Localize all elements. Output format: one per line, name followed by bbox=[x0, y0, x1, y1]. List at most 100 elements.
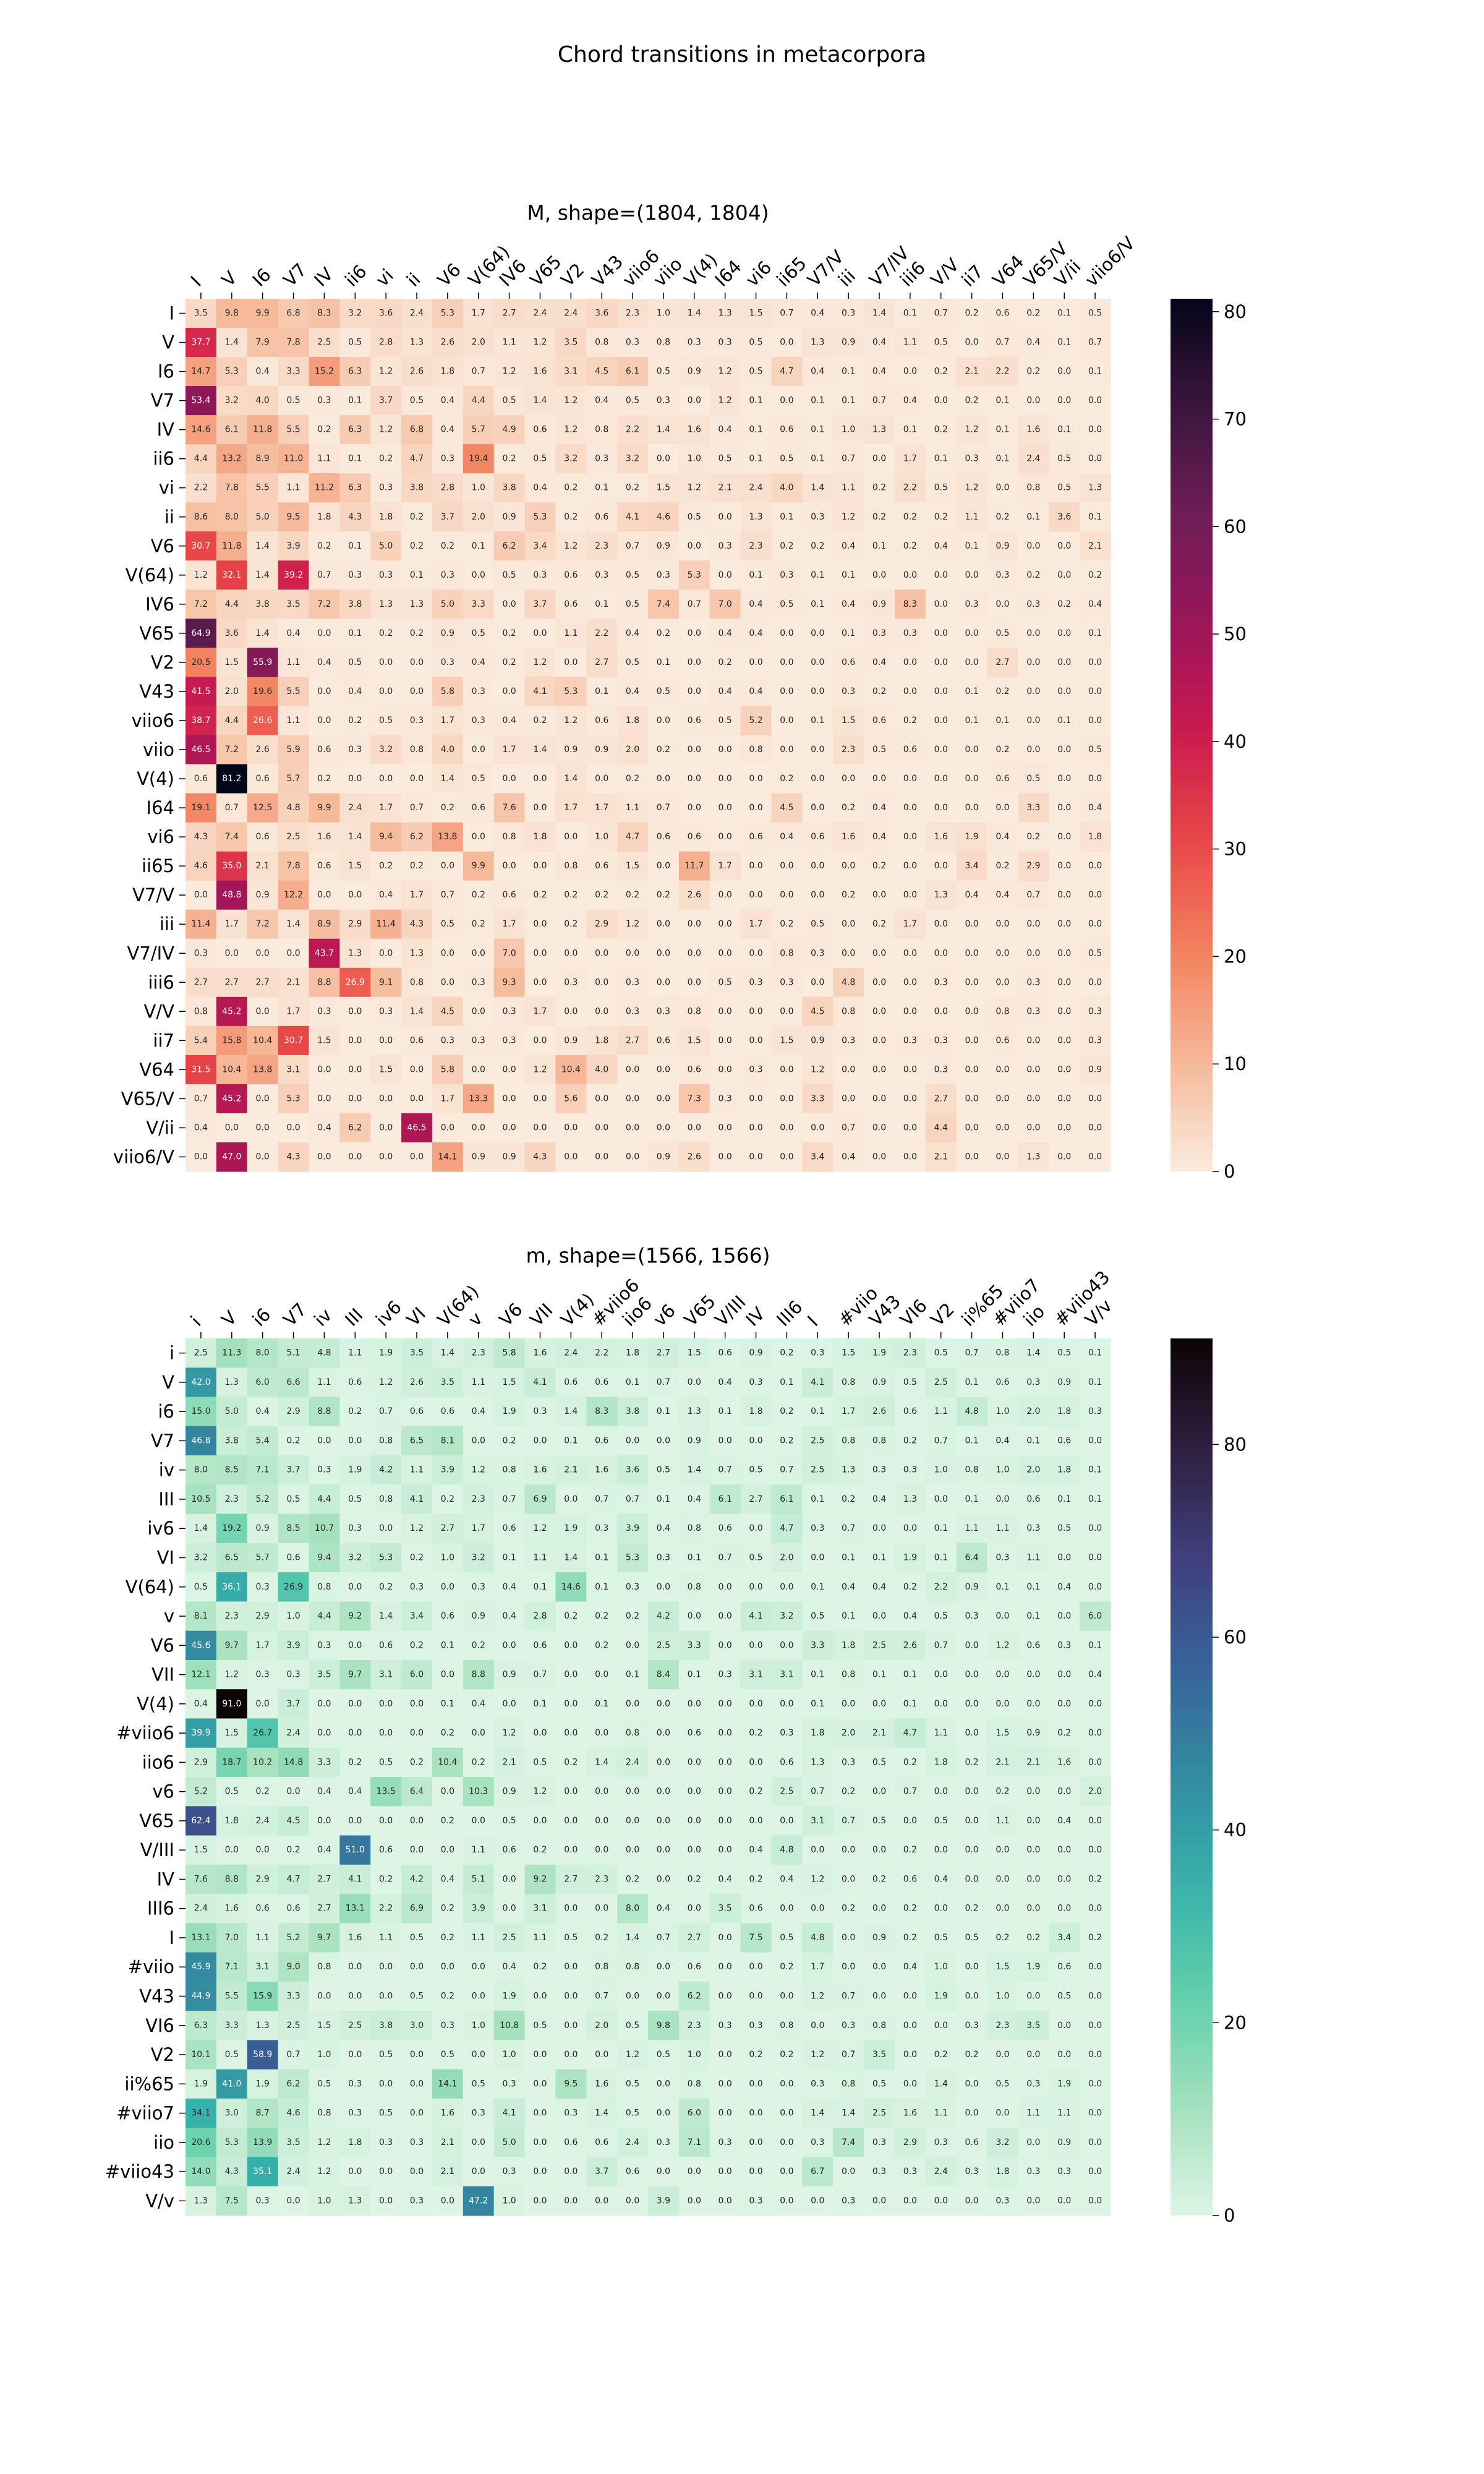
panel1-cell-label: 1.7 bbox=[472, 309, 485, 319]
panel2-cell-label: 0.0 bbox=[564, 1670, 578, 1680]
panel1-cell-vi-to-iii bbox=[833, 473, 864, 503]
panel1-cell-vi-to-V64 bbox=[987, 473, 1018, 503]
panel1-cell-label: 4.3 bbox=[286, 1152, 300, 1162]
panel2-cell-label: 0.8 bbox=[842, 2079, 855, 2089]
panel1-cell-IV6-to-iii6 bbox=[894, 589, 926, 619]
panel2-cell-label: 2.3 bbox=[225, 1494, 239, 1504]
panel2-cell-label: 3.1 bbox=[749, 1670, 762, 1680]
panel1-cell-label: 0.3 bbox=[317, 1006, 331, 1016]
panel1-cell-label: 1.3 bbox=[410, 948, 424, 958]
panel1-cell-IV-to-ii7 bbox=[956, 415, 988, 445]
panel2-ytick-label: #viio6 bbox=[116, 1723, 174, 1744]
panel2-cell-label: 0.0 bbox=[626, 1699, 639, 1709]
panel2-cell-label: 6.4 bbox=[410, 1787, 424, 1797]
panel1-cell-V65-to-V43 bbox=[586, 618, 618, 648]
panel1-ytick-label: V65 bbox=[139, 623, 174, 644]
panel1-cell-label: 5.3 bbox=[441, 309, 454, 319]
panel1-cell-label: 4.5 bbox=[780, 803, 793, 813]
panel1-cell-label: 0.0 bbox=[934, 687, 948, 696]
panel2-cell-label: 10.1 bbox=[191, 2050, 210, 2060]
panel2-cell-label: 0.3 bbox=[1088, 1406, 1102, 1416]
panel1-cell-label: 7.4 bbox=[225, 832, 239, 842]
panel1-cell-V43-to-V7/V bbox=[802, 677, 834, 707]
panel1-cell-label: 0.0 bbox=[965, 1035, 978, 1045]
panel2-cell-label: 0.4 bbox=[317, 1787, 331, 1797]
panel1-cell-label: 0.0 bbox=[749, 861, 762, 871]
panel1-cell-V6-to-iii6 bbox=[894, 531, 926, 561]
panel2-cell-label: 0.0 bbox=[348, 1962, 362, 1972]
panel1-cell-V-to-V/ii bbox=[1049, 328, 1080, 357]
panel2-cell-label: 0.0 bbox=[1057, 1611, 1071, 1621]
panel2-cell-label: 0.0 bbox=[379, 1728, 393, 1738]
panel1-cell-IV6-to-V43 bbox=[586, 589, 618, 619]
panel1-cell-V6-to-vi bbox=[370, 531, 402, 561]
panel1-cell-label: 4.6 bbox=[657, 512, 670, 522]
panel2-cell-label: 0.4 bbox=[1057, 1816, 1071, 1826]
panel1-cell-V65-to-V2 bbox=[555, 618, 587, 648]
panel1-cell-label: 1.4 bbox=[256, 570, 270, 580]
panel2-cell-label: 0.0 bbox=[657, 1787, 670, 1797]
panel1-cell-ii-to-ii65 bbox=[771, 502, 803, 532]
panel2-cell-label: 2.2 bbox=[379, 1904, 393, 1914]
panel2-cell-label: 1.6 bbox=[595, 2079, 608, 2089]
panel1-cell-V(4)-to-IV bbox=[309, 764, 340, 794]
panel1-cell-label: 0.0 bbox=[934, 716, 948, 726]
panel1-cell-IV-to-IV6 bbox=[493, 415, 526, 445]
panel1-cell-V2-to-V/V bbox=[925, 648, 957, 678]
panel1-cell-label: 2.7 bbox=[225, 977, 239, 987]
panel2-cell-label: 0.0 bbox=[719, 1699, 732, 1709]
panel1-cell-V6-to-V bbox=[216, 531, 248, 561]
panel1-cell-V43-to-V(4) bbox=[678, 677, 710, 707]
panel1-cell-viio6-to-ii6 bbox=[339, 706, 371, 736]
panel2-cell-label: 3.5 bbox=[1026, 2021, 1040, 2031]
panel2-cell-label: 0.0 bbox=[472, 2050, 485, 2060]
panel1-cell-ii-to-ii7 bbox=[956, 502, 988, 532]
panel1-cell-label: 1.6 bbox=[842, 832, 855, 842]
panel1-xtick-label: V43 bbox=[587, 251, 627, 291]
panel2-ytick-label: VI bbox=[157, 1547, 174, 1569]
panel2-cell-label: 0.0 bbox=[996, 1699, 1009, 1709]
panel2-cell-label: 0.3 bbox=[657, 2138, 670, 2147]
panel1-cell-label: 1.3 bbox=[1026, 1152, 1040, 1162]
panel1-cell-label: 0.0 bbox=[719, 1123, 732, 1132]
panel2-cell-label: 0.0 bbox=[780, 2079, 793, 2089]
panel1-cell-label: 1.6 bbox=[934, 832, 948, 842]
panel1-cell-label: 45.2 bbox=[222, 1006, 241, 1016]
panel1-cell-V-to-viio6 bbox=[617, 328, 649, 357]
panel2-xtick-label: V6 bbox=[495, 1299, 527, 1330]
panel2-cell-label: 14.1 bbox=[438, 2079, 457, 2089]
panel1-cell-label: 0.0 bbox=[502, 687, 516, 696]
panel1-cell-label: 0.3 bbox=[811, 948, 824, 958]
panel2-cell-label: 0.2 bbox=[410, 1553, 424, 1563]
panel2-cell-label: 0.2 bbox=[780, 1962, 793, 1972]
panel2-cell-label: 0.0 bbox=[348, 1992, 362, 2001]
panel1-xtick-label: I6 bbox=[249, 264, 275, 291]
panel1-cell-IV-to-vi6 bbox=[740, 415, 772, 445]
panel2-cell-label: 1.6 bbox=[441, 2108, 454, 2118]
panel2-cell-label: 13.5 bbox=[377, 1787, 396, 1797]
panel1-cell-label: 0.0 bbox=[1026, 1123, 1040, 1132]
panel2-cell-label: 2.6 bbox=[410, 1377, 424, 1387]
panel1-cell-ii6-to-V7/V bbox=[802, 444, 834, 474]
panel1-cell-IV-to-iii bbox=[833, 415, 864, 445]
panel1-cell-ii-to-V bbox=[216, 502, 248, 532]
panel2-cell-label: 0.6 bbox=[348, 1377, 362, 1387]
panel1-cell-label: 1.2 bbox=[564, 396, 578, 406]
panel1-cell-V43-to-ii bbox=[401, 677, 433, 707]
panel1-cell-label: 2.0 bbox=[626, 745, 639, 755]
panel1-cell-label: 0.9 bbox=[256, 890, 270, 900]
panel2-cell-label: 3.5 bbox=[719, 1904, 732, 1914]
panel1-cell-viio-to-viio bbox=[648, 735, 680, 765]
panel1-cell-V6-to-IV6 bbox=[493, 531, 526, 561]
panel2-cell-label: 0.9 bbox=[1026, 1728, 1040, 1738]
panel1-cell-viio6-to-V/ii bbox=[1049, 706, 1080, 736]
panel1-cell-label: 5.5 bbox=[256, 483, 270, 493]
panel2-cell-label: 3.1 bbox=[533, 1904, 547, 1914]
panel1-cell-V(64)-to-ii7 bbox=[956, 560, 988, 590]
panel2-cell-label: 0.4 bbox=[872, 1582, 886, 1592]
panel2-ytick-label: V/v bbox=[145, 2190, 174, 2211]
panel2-cell-label: 4.7 bbox=[286, 1874, 300, 1884]
panel1-cell-V6-to-I bbox=[186, 531, 217, 561]
panel2-cell-label: 0.3 bbox=[657, 1553, 670, 1563]
panel1-cell-label: 0.0 bbox=[842, 861, 855, 871]
